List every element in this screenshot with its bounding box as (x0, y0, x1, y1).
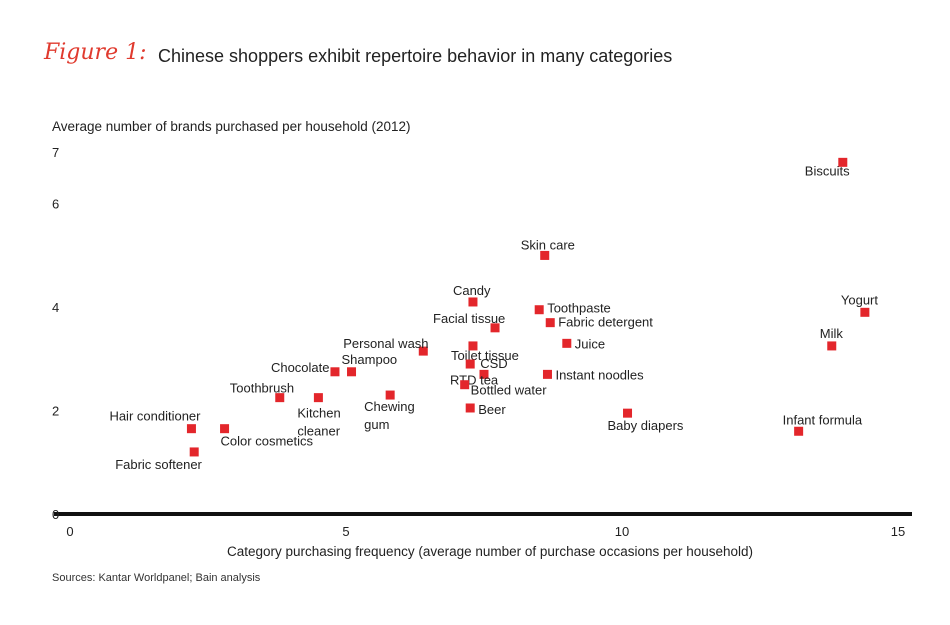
x-tick-label: 10 (615, 524, 629, 539)
data-point (465, 403, 475, 413)
point-label: Instant noodles (555, 367, 644, 382)
point-label: Fabric detergent (558, 315, 653, 330)
point-label: Color cosmetics (221, 434, 314, 449)
data-point (313, 393, 323, 403)
x-axis-label: Category purchasing frequency (average n… (226, 544, 754, 559)
data-point (186, 424, 196, 434)
data-point (468, 297, 478, 307)
point-label: Personal wash (343, 336, 428, 351)
x-tick-label: 5 (342, 524, 349, 539)
point-label: Kitchen (297, 406, 340, 421)
point-label: Infant formula (783, 412, 863, 427)
y-tick-label: 6 (52, 197, 59, 212)
point-label: Bottled water (471, 383, 548, 398)
point-label: Toothpaste (547, 301, 611, 316)
point-label: Shampoo (342, 352, 398, 367)
data-point (468, 341, 478, 351)
point-label: gum (364, 417, 389, 432)
data-point (385, 390, 395, 400)
point-label: Chewing (364, 399, 415, 414)
data-point (347, 367, 357, 377)
data-point (838, 157, 848, 167)
data-point (562, 338, 572, 348)
data-point (545, 318, 555, 328)
data-point (827, 341, 837, 351)
point-label: cleaner (297, 424, 340, 439)
data-point (540, 250, 550, 260)
point-label: Juice (575, 336, 605, 351)
point-label: Fabric softener (115, 457, 202, 472)
y-tick-label: 4 (52, 300, 59, 315)
y-axis-label: Average number of brands purchased per h… (52, 119, 411, 134)
point-label: Baby diapers (608, 418, 684, 433)
data-point (275, 393, 285, 403)
point-label: Skin care (521, 237, 575, 252)
point-label: Toothbrush (230, 381, 294, 396)
y-tick-label: 2 (52, 404, 59, 419)
data-point (189, 447, 199, 457)
figure-label: Figure 1: (44, 40, 147, 65)
point-label: Candy (453, 283, 491, 298)
point-label: Milk (820, 326, 844, 341)
data-point (534, 305, 544, 315)
data-point (330, 367, 340, 377)
data-point (465, 359, 475, 369)
data-point (860, 307, 870, 317)
y-tick-label: 7 (52, 145, 59, 160)
x-tick-label: 0 (66, 524, 73, 539)
data-point (794, 426, 804, 436)
data-point (460, 380, 470, 390)
point-label: Hair conditioner (109, 409, 201, 424)
point-label: Beer (478, 402, 506, 417)
data-point (479, 369, 489, 379)
point-label: Facial tissue (433, 311, 505, 326)
point-label: Biscuits (805, 163, 850, 178)
point-label: Toilet tissue (451, 348, 519, 363)
x-tick-label: 15 (891, 524, 905, 539)
y-tick-label: 0 (52, 507, 59, 522)
data-point (418, 346, 428, 356)
point-label: Chocolate (271, 360, 330, 375)
data-point (542, 369, 552, 379)
data-point (220, 424, 230, 434)
point-label: Yogurt (841, 292, 878, 307)
chart-title: Chinese shoppers exhibit repertoire beha… (158, 46, 673, 66)
data-point (623, 408, 633, 418)
data-point (490, 323, 500, 333)
point-label: CSD (480, 356, 507, 371)
source-note: Sources: Kantar Worldpanel; Bain analysi… (52, 572, 261, 584)
